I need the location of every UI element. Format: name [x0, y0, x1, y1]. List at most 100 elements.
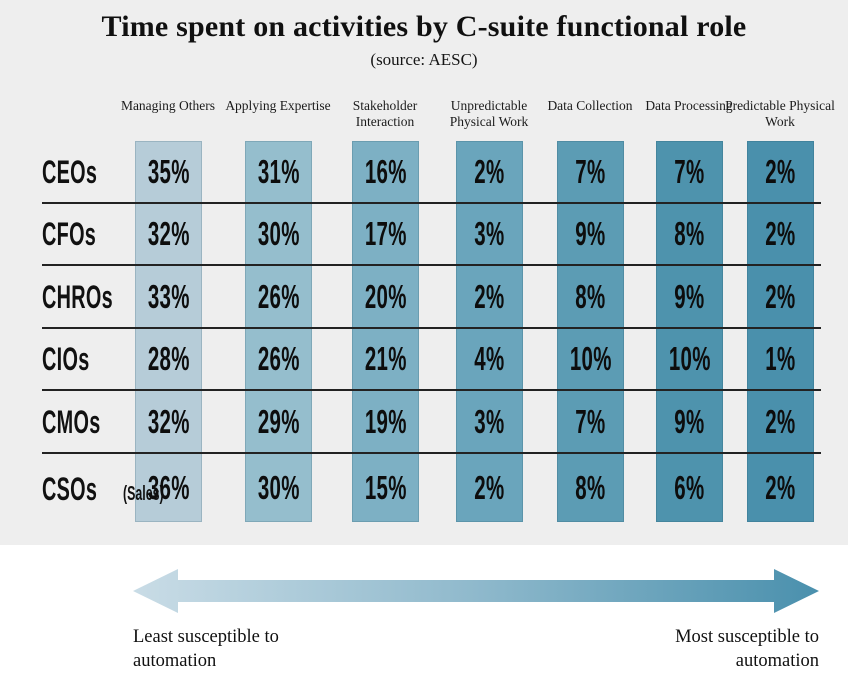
- cell-value: 8%: [575, 469, 606, 506]
- table-cell: 4%: [456, 329, 523, 389]
- row-divider: [42, 264, 821, 266]
- cell-value: 29%: [257, 402, 300, 440]
- row-divider: [42, 202, 821, 204]
- table-cell: 32%: [135, 204, 202, 264]
- table-cell: 6%: [656, 454, 723, 522]
- cell-value: 2%: [765, 152, 796, 190]
- table-cell: 10%: [656, 329, 723, 389]
- column-header-managing-others: Managing Others: [120, 98, 216, 113]
- table-cell: 2%: [747, 266, 814, 327]
- column-header-stakeholder-interaction: Stakeholder Interaction: [352, 98, 418, 130]
- legend-most-susceptible-label: Most susceptible to automation: [675, 627, 819, 672]
- cell-value: 1%: [765, 340, 796, 377]
- cell-value: 31%: [257, 152, 300, 190]
- row-label: CFOs: [42, 204, 138, 264]
- table-cell: 21%: [352, 329, 419, 389]
- table-cell: 7%: [557, 391, 624, 452]
- table-cell: 16%: [352, 141, 419, 202]
- column-header-data-processing: Data Processing: [645, 98, 733, 113]
- table-cell: 10%: [557, 329, 624, 389]
- cell-value: 32%: [147, 215, 190, 252]
- cell-value: 36%: [147, 469, 190, 506]
- table-row-csos: CSOs (Sales) 36% 30% 15% 2% 8% 6% 2%: [0, 454, 848, 522]
- column-band-unpredictable-physical-work: [456, 141, 523, 522]
- table-cell: 2%: [456, 141, 523, 202]
- row-label: CHROs: [42, 266, 138, 327]
- table-cell: 9%: [656, 391, 723, 452]
- row-label-text: CFOs: [42, 216, 97, 252]
- table-cell: 9%: [557, 204, 624, 264]
- cell-value: 4%: [474, 340, 505, 377]
- cell-value: 20%: [364, 277, 407, 315]
- table-cell: 2%: [747, 391, 814, 452]
- table-cell: 9%: [656, 266, 723, 327]
- table-cell: 2%: [747, 141, 814, 202]
- table-cell: 2%: [747, 204, 814, 264]
- cell-value: 2%: [765, 402, 796, 440]
- cell-value: 30%: [257, 469, 300, 506]
- column-header-predictable-physical-work: Predictable Physical Work: [725, 98, 835, 130]
- column-header-data-collection: Data Collection: [547, 98, 633, 113]
- cell-value: 2%: [474, 152, 505, 190]
- cell-value: 33%: [147, 277, 190, 315]
- row-label: CIOs: [42, 329, 138, 389]
- column-band-managing-others: [135, 141, 202, 522]
- chart-title: Time spent on activities by C-suite func…: [101, 10, 747, 43]
- column-header-unpredictable-physical-work: Unpredictable Physical Work: [449, 98, 529, 130]
- table-row-cmos: CMOs 32% 29% 19% 3% 7% 9% 2%: [0, 391, 848, 452]
- table-cell: 35%: [135, 141, 202, 202]
- row-label-text: CHROs: [42, 278, 113, 315]
- cell-value: 32%: [147, 402, 190, 440]
- cell-value: 16%: [364, 152, 407, 190]
- cell-value: 2%: [474, 469, 505, 506]
- cell-value: 3%: [474, 215, 505, 252]
- table-cell: 8%: [557, 266, 624, 327]
- table-cell: 2%: [456, 454, 523, 522]
- table-cell: 17%: [352, 204, 419, 264]
- cell-value: 9%: [575, 215, 606, 252]
- row-label-text: CMOs: [42, 403, 101, 440]
- row-label: CMOs: [42, 391, 138, 452]
- cell-value: 8%: [575, 277, 606, 315]
- legend-least-susceptible-label: Least susceptible to automation: [133, 627, 279, 672]
- table-cell: 31%: [245, 141, 312, 202]
- row-label-text: CIOs: [42, 341, 90, 377]
- cell-value: 17%: [364, 215, 407, 252]
- table-cell: 2%: [747, 454, 814, 522]
- column-band-predictable-physical-work: [747, 141, 814, 522]
- row-label-text: CSOs: [42, 471, 98, 507]
- table-cell: 3%: [456, 204, 523, 264]
- cell-value: 2%: [765, 469, 796, 506]
- table-cell: 36%: [135, 454, 202, 522]
- table-cell: 26%: [245, 329, 312, 389]
- table-cell: 29%: [245, 391, 312, 452]
- cell-value: 26%: [257, 277, 300, 315]
- row-label: CSOs (Sales): [42, 454, 164, 522]
- cell-value: 10%: [569, 340, 612, 377]
- table-cell: 2%: [456, 266, 523, 327]
- table-cell: 3%: [456, 391, 523, 452]
- table-cell: 7%: [557, 141, 624, 202]
- cell-value: 6%: [674, 469, 705, 506]
- cell-value: 7%: [575, 402, 606, 440]
- table-row-cfos: CFOs 32% 30% 17% 3% 9% 8% 2%: [0, 204, 848, 264]
- table-cell: 15%: [352, 454, 419, 522]
- column-band-applying-expertise: [245, 141, 312, 522]
- row-label: CEOs: [42, 141, 138, 202]
- cell-value: 26%: [257, 340, 300, 377]
- table-cell: 1%: [747, 329, 814, 389]
- row-label-text: CEOs: [42, 153, 98, 190]
- cell-value: 30%: [257, 215, 300, 252]
- cell-value: 3%: [474, 402, 505, 440]
- table-cell: 28%: [135, 329, 202, 389]
- cell-value: 10%: [668, 340, 711, 377]
- chart-panel: Time spent on activities by C-suite func…: [0, 0, 848, 545]
- cell-value: 2%: [765, 215, 796, 252]
- table-cell: 20%: [352, 266, 419, 327]
- automation-arrow: [133, 569, 819, 613]
- column-band-data-processing: [656, 141, 723, 522]
- cell-value: 8%: [674, 215, 705, 252]
- table-cell: 19%: [352, 391, 419, 452]
- row-divider: [42, 452, 821, 454]
